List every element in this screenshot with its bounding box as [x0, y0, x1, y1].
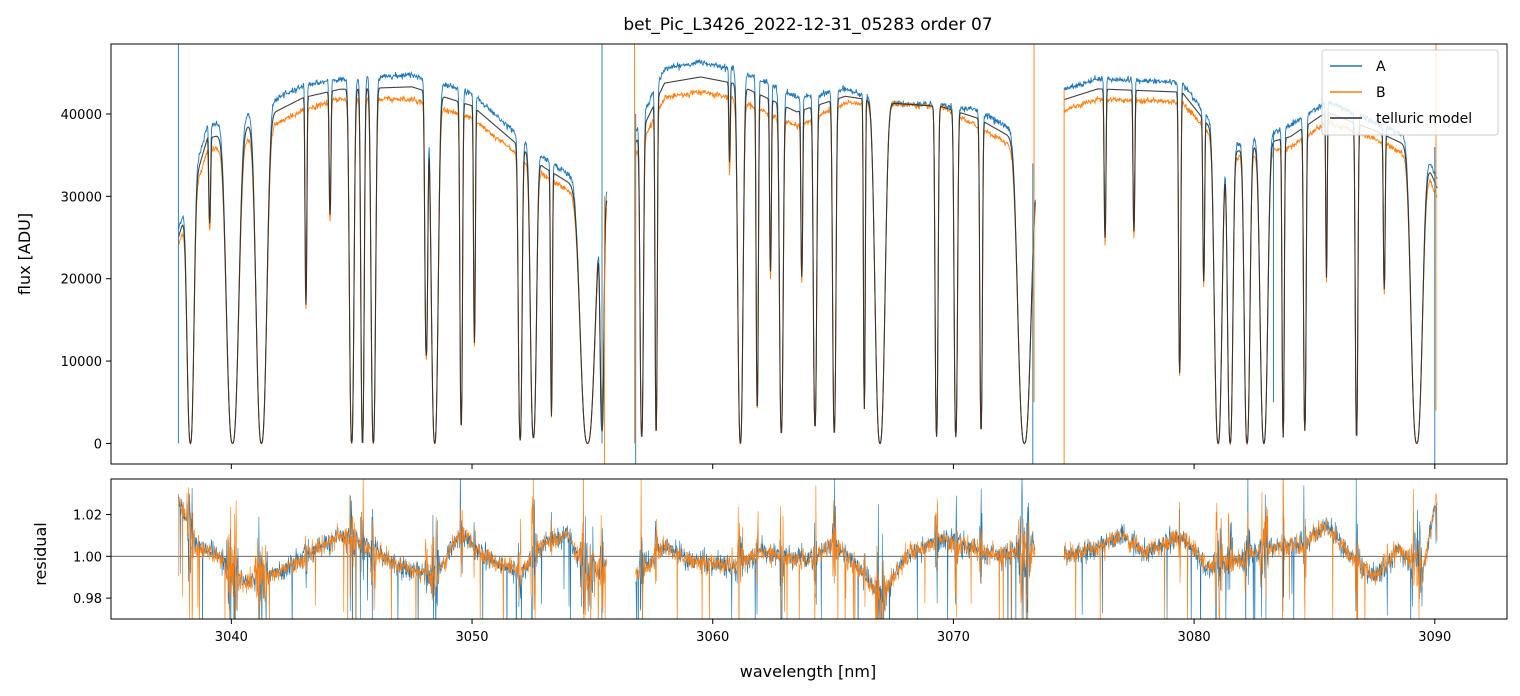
x-tick-label-4: 3080 [1178, 630, 1211, 645]
x-axis-label: wavelength [nm] [740, 662, 877, 681]
flux-axes-frame [110, 43, 1508, 465]
chart-title: bet_Pic_L3426_2022-12-31_05283 order 07 [623, 15, 992, 35]
x-tick-label-3: 3070 [937, 630, 970, 645]
legend-label-b: B [1376, 85, 1386, 101]
flux-x-ticks [230, 464, 1436, 469]
flux-y-tick-label-3: 30000 [61, 190, 102, 205]
residual-plot-area [111, 479, 1507, 619]
legend-label-a: A [1376, 59, 1386, 75]
flux-y-tick-label-1: 10000 [61, 355, 102, 370]
residual-b-segment-2 [1063, 479, 1438, 619]
legend-box [1321, 49, 1499, 136]
residual-y-tick-label-1: 1.00 [73, 550, 102, 565]
x-tick-label-2: 3060 [696, 630, 729, 645]
residual-axes-frame [110, 478, 1508, 620]
x-tick-label-0: 3040 [215, 630, 248, 645]
flux-y-ticks: 0 10000 20000 30000 40000 [61, 108, 111, 452]
residual-y-ticks: 0.98 1.00 1.02 [73, 509, 111, 607]
residual-y-tick-label-0: 0.98 [73, 592, 102, 607]
flux-panel: 0 10000 20000 30000 40000 flux [ADU] A B tel… [15, 43, 1508, 469]
residual-y-tick-label-2: 1.02 [73, 509, 102, 524]
flux-y-tick-label-2: 20000 [61, 273, 102, 288]
residual-b-segment-1 [635, 479, 1036, 619]
legend: A B telluric model [1321, 49, 1499, 136]
legend-label-telluric-model: telluric model [1376, 111, 1472, 127]
residual-b-segment-0 [178, 479, 607, 619]
flux-y-tick-label-0: 0 [94, 437, 102, 452]
residual-panel: 0.98 1.00 1.02 3040 3050 3060 3070 3080 3090 re… [31, 478, 1508, 681]
telluric-model-segment-0 [177, 86, 608, 445]
residual-x-ticks: 3040 3050 3060 3070 3080 3090 [215, 619, 1451, 645]
series-b-residual [178, 479, 1438, 619]
x-tick-label-1: 3050 [455, 630, 488, 645]
x-tick-label-5: 3090 [1418, 630, 1451, 645]
telluric-model-segment-1 [635, 76, 1036, 444]
flux-y-tick-label-4: 40000 [61, 108, 102, 123]
residual-y-axis-label: residual [31, 522, 50, 585]
flux-y-axis-label: flux [ADU] [15, 213, 34, 295]
